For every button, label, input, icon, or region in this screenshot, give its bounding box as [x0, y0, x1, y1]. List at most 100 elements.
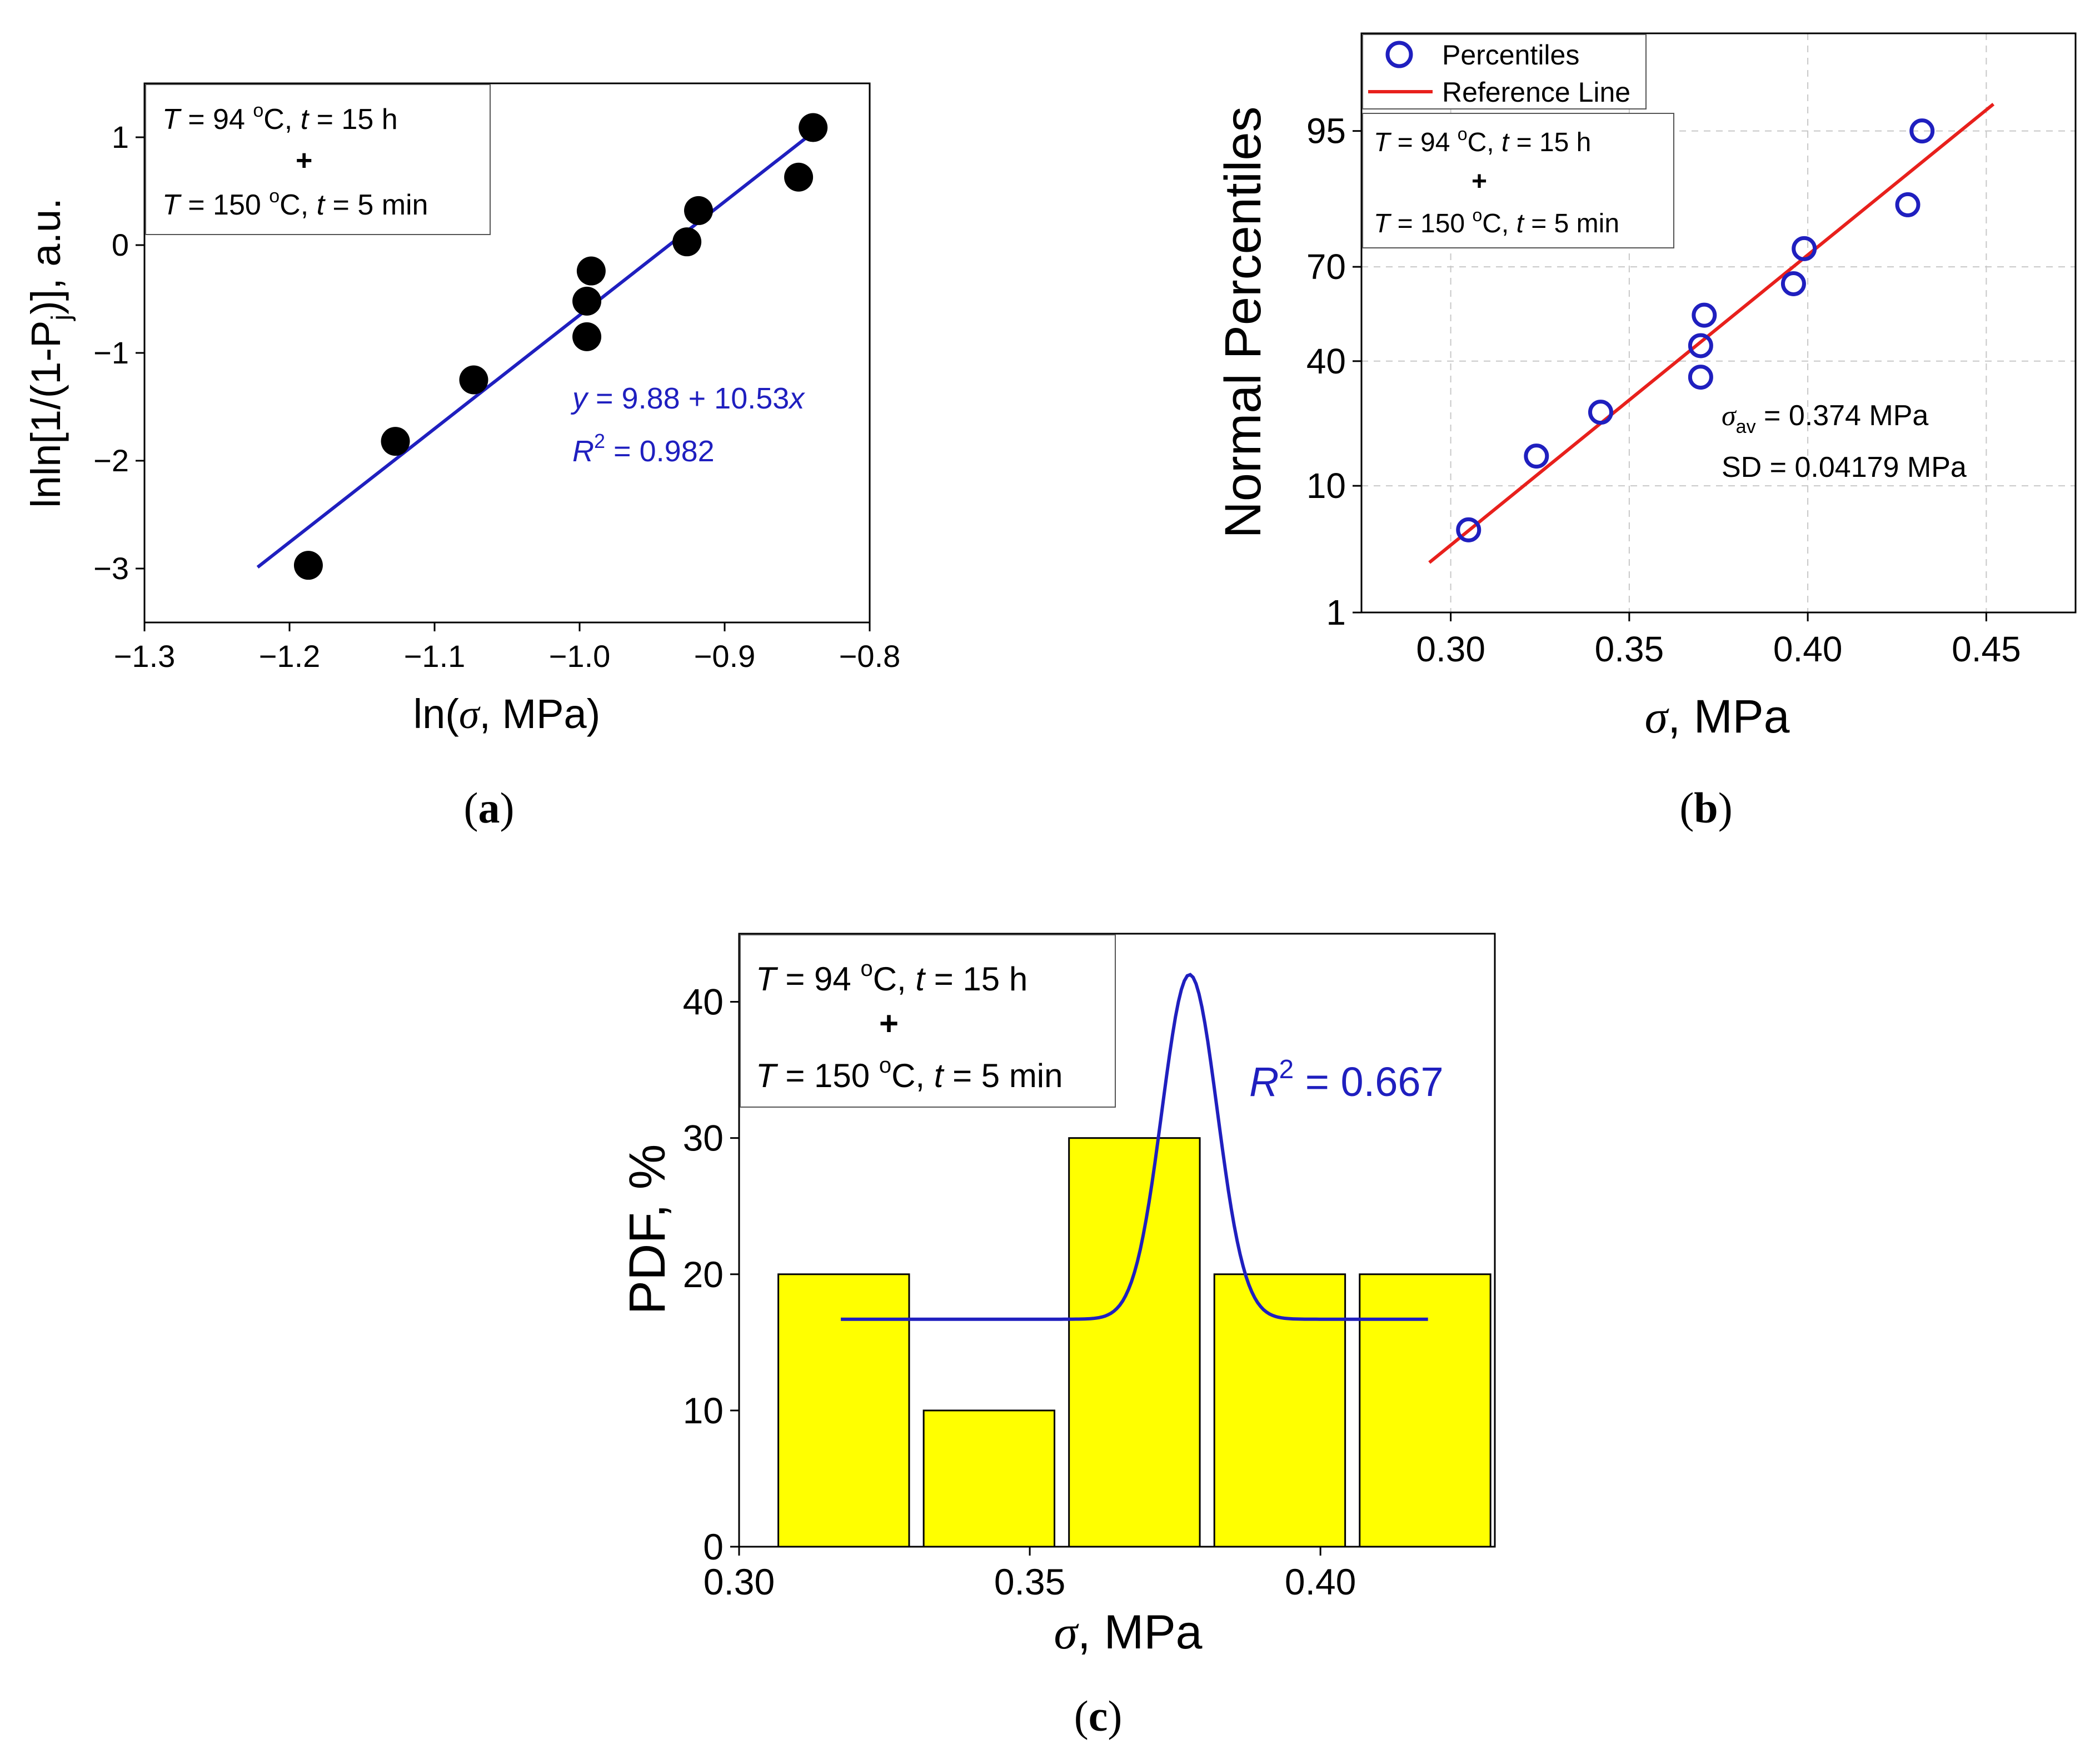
panel-b-x-axis-label: σ, MPa	[1645, 690, 1790, 743]
panel-c-x-axis-label: σ, MPa	[1054, 1606, 1202, 1659]
panel-c-bar	[1213, 1273, 1346, 1548]
panel-a-data-point	[381, 427, 410, 456]
panel-a-data-point	[572, 286, 602, 316]
panel-a-data-point	[672, 227, 702, 257]
panel-b-legend: Percentiles Reference Line	[1362, 34, 1647, 109]
panel-a-fit-layer	[256, 123, 825, 569]
panel-c-y-tick-label: 30	[683, 1118, 724, 1159]
panel-a-x-axis-label: ln(σ, MPa)	[413, 691, 601, 738]
panel-b-data-point	[1909, 118, 1935, 144]
panel-c-y-tick-label: 20	[683, 1254, 724, 1295]
panel-a-data-point	[293, 551, 323, 580]
panel-b-y-ticks: 1 10 40 70 95	[1306, 111, 1361, 632]
panel-a-y-tick-label: −3	[93, 551, 129, 586]
panel-a-label: (a)	[464, 784, 515, 832]
panel-c-y-tick-label: 40	[683, 981, 724, 1023]
panel-b-data-point	[1688, 365, 1713, 390]
panel-c-y-axis-label: PDF, %	[619, 1144, 676, 1315]
panel-a-y-tick-label: 1	[112, 119, 129, 155]
panel-b-y-tick-label: 40	[1306, 341, 1346, 381]
panel-c-r-squared: R2 = 0.667	[1249, 1055, 1444, 1105]
panel-b-condition-line-2: T = 150 oC, t = 5 min	[1374, 205, 1619, 238]
panel-a-r-squared: R2 = 0.982	[572, 430, 715, 468]
panel-a-fit-line	[256, 123, 825, 569]
panel-b-chart: 0.30 0.35 0.40 0.45 1 10 40 70 95 Percentiles R…	[1215, 32, 2077, 832]
panel-c-x-tick-label: 0.30	[704, 1561, 775, 1602]
panel-c-y-ticks: 0 10 20 30 40	[683, 981, 739, 1567]
panel-b-y-tick-label: 95	[1306, 111, 1346, 151]
panel-a-condition-plus: +	[296, 144, 312, 177]
panel-a-y-axis-label: lnln[1/(1-Pj)], a.u.	[23, 198, 76, 508]
panel-b-reference-line	[1428, 102, 1995, 564]
panel-a-x-tick-label: −1.3	[114, 639, 176, 674]
panel-c-x-tick-label: 0.40	[1285, 1561, 1356, 1602]
panel-b-plot-frame	[1360, 32, 2077, 614]
panel-a-x-tick-label: −1.0	[549, 639, 611, 674]
panel-a-y-tick-label: 0	[112, 227, 129, 262]
panel-b-mean-stat: σav = 0.374 MPa	[1722, 400, 1928, 437]
panel-c-bars	[777, 1137, 1492, 1548]
panel-c-bar	[922, 1409, 1056, 1548]
panel-b-data-point	[1524, 444, 1549, 469]
panel-a-y-tick-label: −1	[93, 335, 129, 370]
panel-c-condition-line-1: T = 94 oC, t = 15 h	[756, 956, 1027, 998]
panel-c-conditions-box: T = 94 oC, t = 15 h + T = 150 oC, t = 5 …	[740, 934, 1116, 1108]
panel-a-x-tick-label: −1.2	[259, 639, 321, 674]
panel-c-x-tick-label: 0.35	[994, 1561, 1065, 1602]
panel-b-x-tick-label: 0.45	[1952, 629, 2021, 669]
panel-a-data-point	[784, 162, 814, 192]
panel-b-data-point	[1692, 302, 1717, 328]
panel-b-data-point	[1456, 517, 1482, 542]
panel-a-x-tick-label: −0.9	[694, 639, 756, 674]
panel-b-condition-line-1: T = 94 oC, t = 15 h	[1374, 124, 1591, 157]
panel-b-reference-layer	[1428, 102, 1995, 564]
panel-b-data-point	[1895, 192, 1921, 217]
panel-b-data-point	[1792, 236, 1817, 261]
panel-a-data-point	[576, 256, 606, 286]
panel-a-condition-line-2: T = 150 oC, t = 5 min	[162, 186, 428, 221]
panel-b-y-tick-label: 10	[1306, 466, 1346, 506]
panel-b-x-ticks: 0.30 0.35 0.40 0.45	[1416, 612, 2021, 669]
panel-a-conditions-frame	[145, 84, 491, 235]
panel-a-x-ticks: −1.3 −1.2 −1.1 −1.0 −0.9 −0.8	[114, 622, 900, 674]
panel-b-y-tick-label: 70	[1306, 247, 1346, 287]
panel-b-legend-label-reference: Reference Line	[1442, 77, 1630, 108]
panel-b-conditions-frame	[1362, 113, 1674, 248]
panel-c-condition-plus: +	[879, 1005, 899, 1042]
panel-c-conditions-frame	[740, 934, 1116, 1108]
panel-b-data-point	[1688, 333, 1713, 358]
panel-b-legend-label-percentiles: Percentiles	[1442, 39, 1579, 71]
panel-c-chart: 0.30 0.35 0.40 0 10 20 30 40 T = 94 oC, t = 15…	[619, 933, 1496, 1740]
panel-b-x-tick-label: 0.30	[1416, 629, 1485, 669]
panel-a-chart: −1.3 −1.2 −1.1 −1.0 −0.9 −0.8 −3 −2 −1 0 1 T = 94…	[23, 82, 900, 832]
panel-c-y-tick-label: 10	[683, 1390, 724, 1431]
panel-b-data-point	[1588, 400, 1613, 425]
panel-b-sd-stat: SD = 0.04179 MPa	[1722, 451, 1967, 484]
panel-c-y-tick-label: 0	[703, 1526, 724, 1567]
panel-b-x-tick-label: 0.40	[1773, 629, 1843, 669]
panel-b-y-tick-label: 1	[1326, 592, 1346, 632]
panel-b-label: (b)	[1679, 784, 1732, 832]
panel-a-x-tick-label: −1.1	[404, 639, 466, 674]
panel-b-points	[1456, 118, 1935, 542]
panel-c-bar	[1068, 1137, 1201, 1548]
panel-a-fit-equation: y = 9.88 + 10.53x	[570, 382, 805, 415]
panel-a-points	[293, 113, 828, 580]
panel-c-bar	[777, 1273, 910, 1548]
panel-c-plot-frame	[738, 933, 1496, 1548]
panel-a-y-tick-label: −2	[93, 443, 129, 478]
panel-a-data-point	[799, 113, 828, 142]
panel-b-data-point	[1780, 271, 1806, 296]
panel-c-fit-layer	[841, 973, 1428, 1321]
panel-b-conditions-box: T = 94 oC, t = 15 h + T = 150 oC, t = 5 …	[1362, 113, 1674, 248]
panel-a-condition-line-1: T = 94 oC, t = 15 h	[162, 100, 398, 136]
panel-b-condition-plus: +	[1472, 167, 1487, 196]
panel-b-grid	[1361, 33, 2076, 612]
panel-a-data-point	[459, 365, 488, 395]
panel-a-y-ticks: −3 −2 −1 0 1	[93, 119, 144, 586]
panel-b-x-tick-label: 0.35	[1595, 629, 1664, 669]
panel-a-data-point	[684, 196, 714, 225]
panel-c-bar	[1359, 1273, 1492, 1548]
panel-a-conditions-box: T = 94 oC, t = 15 h + T = 150 oC, t = 5 …	[145, 84, 491, 235]
